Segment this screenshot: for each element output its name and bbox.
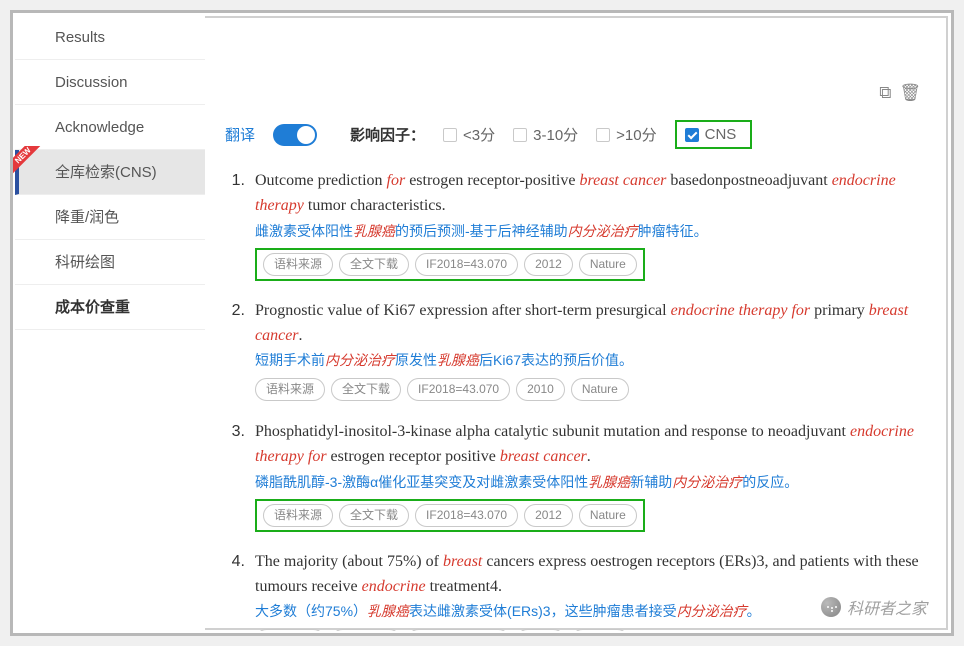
tag-year[interactable]: 2019 [516, 629, 565, 631]
tag-impact-factor[interactable]: IF2018=43.070 [415, 504, 518, 527]
sidebar: ResultsDiscussionAcknowledge全库检索(CNS)降重/… [15, 15, 205, 631]
tag-source[interactable]: 语料来源 [255, 378, 325, 401]
tag-year[interactable]: 2010 [516, 378, 565, 401]
tag-download[interactable]: 全文下载 [331, 378, 401, 401]
result-number: 3. [225, 420, 255, 532]
result-translation: 短期手术前内分泌治疗原发性乳腺癌后Ki67表达的预后价值。 [255, 350, 929, 372]
sidebar-item[interactable]: 降重/润色 [15, 195, 205, 240]
tag-source[interactable]: 语料来源 [263, 253, 333, 276]
result-item: 3.Phosphatidyl-inositol-3-kinase alpha c… [225, 420, 929, 532]
translate-toggle[interactable] [273, 124, 317, 146]
watermark-text: 科研者之家 [847, 595, 927, 619]
result-translation: 雌激素受体阳性乳腺癌的预后预测-基于后神经辅助内分泌治疗肿瘤特征。 [255, 221, 929, 243]
sidebar-item[interactable]: 全库检索(CNS) [15, 150, 205, 195]
tag-source[interactable]: 语料来源 [263, 504, 333, 527]
result-body: Prognostic value of Ki67 expression afte… [255, 299, 929, 402]
tag-journal[interactable]: Nature [571, 629, 629, 631]
tag-journal[interactable]: Nature [571, 378, 629, 401]
filter-lt3[interactable]: <3分 [443, 124, 495, 145]
filter-cns[interactable]: CNS [685, 126, 737, 143]
result-tags: 语料来源全文下载 IF2018=43.070 2012 Nature [255, 248, 645, 281]
tag-journal[interactable]: Nature [579, 253, 637, 276]
copy-icon[interactable]: ⧉ [879, 83, 891, 103]
result-item: 1.Outcome prediction for estrogen recept… [225, 169, 929, 281]
result-tags: 语料来源 全文下载 IF2018=43.070 2019 Nature [255, 629, 629, 631]
delete-icon[interactable]: 🗑 [899, 83, 921, 103]
watermark: 科研者之家 [821, 595, 927, 619]
top-icon-row: ⧉ 🗑 [879, 83, 921, 103]
filter-row: 翻译 影响因子： <3分 3-10分 >10分 CNS [225, 120, 929, 149]
filter-3-10[interactable]: 3-10分 [513, 124, 578, 145]
tag-download[interactable]: 全文下载 [331, 629, 401, 631]
result-body: Phosphatidyl-inositol-3-kinase alpha cat… [255, 420, 929, 532]
result-title[interactable]: Prognostic value of Ki67 expression afte… [255, 299, 929, 349]
result-number: 2. [225, 299, 255, 402]
tag-source[interactable]: 语料来源 [255, 629, 325, 631]
result-title[interactable]: Outcome prediction for estrogen receptor… [255, 169, 929, 219]
result-tags: 语料来源全文下载 IF2018=43.070 2010 Nature [255, 378, 629, 401]
result-tags: 语料来源全文下载 IF2018=43.070 2012 Nature [255, 499, 645, 532]
result-title[interactable]: The majority (about 75%) of breast cance… [255, 550, 929, 600]
main-panel: ⧉ 🗑 翻译 影响因子： <3分 3-10分 >10分 CNS 1.Outcom… [205, 15, 949, 631]
sidebar-item[interactable]: 成本价查重 [15, 285, 205, 330]
filter-cns-highlight: CNS [675, 120, 753, 149]
filter-gt10[interactable]: >10分 [596, 124, 656, 145]
tag-impact-factor[interactable]: IF2018=43.070 [415, 253, 518, 276]
new-badge-icon [13, 146, 45, 176]
sidebar-item[interactable]: Discussion [15, 60, 205, 105]
translate-label: 翻译 [225, 124, 255, 145]
tag-year[interactable]: 2012 [524, 504, 573, 527]
results-list: 1.Outcome prediction for estrogen recept… [225, 169, 929, 631]
tag-impact-factor[interactable]: IF2018=43.070 [407, 629, 510, 631]
watermark-icon [821, 597, 841, 617]
impact-factor-label: 影响因子： [350, 124, 425, 145]
result-number: 1. [225, 169, 255, 281]
tag-download[interactable]: 全文下载 [339, 253, 409, 276]
result-title[interactable]: Phosphatidyl-inositol-3-kinase alpha cat… [255, 420, 929, 470]
tag-download[interactable]: 全文下载 [339, 504, 409, 527]
sidebar-item[interactable]: 科研绘图 [15, 240, 205, 285]
sidebar-item[interactable]: Acknowledge [15, 105, 205, 150]
tag-journal[interactable]: Nature [579, 504, 637, 527]
tag-year[interactable]: 2012 [524, 253, 573, 276]
result-translation: 磷脂酰肌醇-3-激酶α催化亚基突变及对雌激素受体阳性乳腺癌新辅助内分泌治疗的反应… [255, 472, 929, 494]
sidebar-item[interactable]: Results [15, 15, 205, 60]
result-body: Outcome prediction for estrogen receptor… [255, 169, 929, 281]
tag-impact-factor[interactable]: IF2018=43.070 [407, 378, 510, 401]
result-item: 2.Prognostic value of Ki67 expression af… [225, 299, 929, 402]
result-number: 4. [225, 550, 255, 631]
